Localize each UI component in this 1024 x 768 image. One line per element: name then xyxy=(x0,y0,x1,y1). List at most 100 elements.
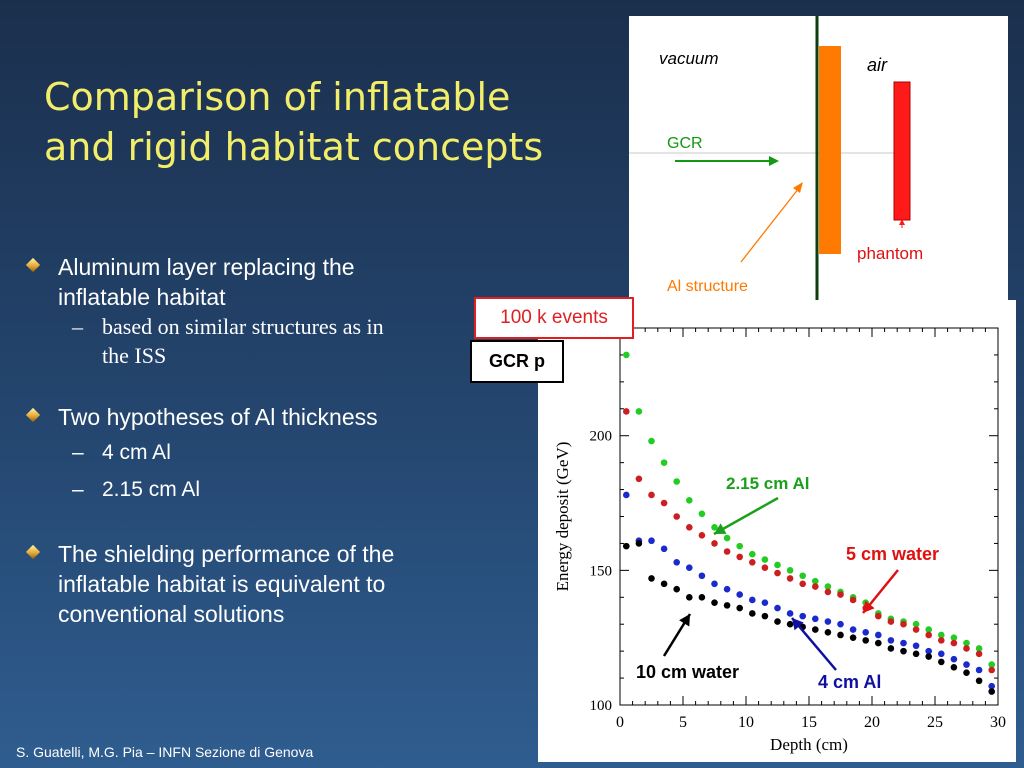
data-point xyxy=(623,351,630,359)
bullet-text: Two hypotheses of Al thickness xyxy=(58,404,378,430)
slide-title: Comparison of inflatable and rigid habit… xyxy=(44,72,624,172)
data-point xyxy=(938,637,945,644)
data-point xyxy=(723,534,731,542)
bullet-text: inflatable habitat is equivalent to xyxy=(58,571,386,597)
data-point xyxy=(698,532,706,539)
sub-bullet-text: 2.15 cm Al xyxy=(102,478,201,501)
data-point xyxy=(837,631,844,639)
data-point xyxy=(824,588,832,596)
data-point xyxy=(938,631,945,639)
bullet-diamond-icon xyxy=(25,544,41,560)
data-point xyxy=(824,618,832,625)
y-tick-label: 100 xyxy=(590,698,613,714)
data-point xyxy=(761,599,769,606)
data-point xyxy=(623,542,630,550)
data-point xyxy=(711,580,718,588)
data-point xyxy=(774,569,781,577)
al-structure-pointer xyxy=(740,187,800,263)
data-point xyxy=(749,596,756,604)
data-point xyxy=(988,666,995,674)
sub-bullet-4cm: – 4 cm Al xyxy=(26,438,486,468)
data-point xyxy=(975,677,983,685)
phantom-label: phantom xyxy=(857,244,924,263)
data-point xyxy=(736,604,743,612)
annotation-arrow-head xyxy=(679,614,690,627)
data-point xyxy=(774,618,781,625)
energy-deposit-chart: 0 5 10 15 20 25 30 100 150 200 Depth (cm) Energy de… xyxy=(538,300,1016,762)
data-point xyxy=(761,612,769,620)
sub-bullet-iss: – based on similar structures as in the … xyxy=(26,312,486,370)
al-structure-slab xyxy=(819,46,841,254)
data-point xyxy=(950,634,958,641)
vacuum-label: vacuum xyxy=(659,49,719,68)
data-point xyxy=(648,537,655,545)
data-point xyxy=(900,647,907,655)
gcr-label: GCR xyxy=(667,135,703,152)
data-point xyxy=(761,564,769,571)
data-point xyxy=(975,645,983,652)
data-point xyxy=(912,650,920,658)
data-point xyxy=(900,639,907,647)
data-point xyxy=(925,631,932,639)
data-point xyxy=(963,645,970,652)
bullet-text: Aluminum layer replacing the xyxy=(58,254,355,280)
habitat-geometry-diagram: vacuum air GCR phantom Al structure xyxy=(629,16,1008,301)
data-point xyxy=(723,585,731,593)
data-point xyxy=(799,612,806,620)
data-point xyxy=(799,580,806,588)
data-point xyxy=(673,558,680,566)
data-point xyxy=(950,664,958,671)
bullet-diamond-icon xyxy=(25,257,41,273)
data-point xyxy=(975,666,983,674)
data-point xyxy=(686,523,693,531)
data-point xyxy=(711,523,718,531)
data-point xyxy=(824,583,832,590)
data-point xyxy=(736,542,743,550)
data-point xyxy=(837,591,844,598)
data-point xyxy=(698,510,706,518)
data-point xyxy=(950,655,958,663)
data-point xyxy=(749,550,756,558)
data-point xyxy=(736,591,743,598)
data-point xyxy=(723,548,731,555)
data-point xyxy=(799,572,806,580)
data-point xyxy=(774,561,781,569)
data-point xyxy=(875,639,882,647)
annotation-arrow-head xyxy=(714,523,727,534)
al-structure-label: Al structure xyxy=(667,278,748,295)
annotation-arrow-head xyxy=(792,618,804,631)
data-point xyxy=(849,626,857,633)
data-point xyxy=(812,583,819,590)
label-10cm-water: 10 cm water xyxy=(636,662,740,682)
events-box: 100 k events xyxy=(474,297,634,339)
data-point xyxy=(837,620,844,628)
data-point xyxy=(749,610,756,617)
bullet-shielding: The shielding performance of the inflata… xyxy=(25,539,486,629)
data-point xyxy=(912,642,920,650)
data-point xyxy=(975,650,983,658)
data-point xyxy=(623,408,630,415)
particle-box: GCR p xyxy=(470,340,564,383)
data-point xyxy=(875,612,882,620)
x-tick-label: 0 xyxy=(616,714,624,731)
data-point xyxy=(660,545,668,553)
data-point xyxy=(774,604,781,612)
data-point xyxy=(950,639,958,647)
sub-bullet-text: the ISS xyxy=(102,343,167,368)
data-point xyxy=(635,408,643,415)
data-point xyxy=(660,459,668,466)
phantom-slab xyxy=(893,81,911,221)
x-tick-label: 25 xyxy=(927,714,943,731)
data-point xyxy=(673,478,680,485)
annotation-arrow xyxy=(791,617,837,671)
x-tick-label: 10 xyxy=(738,714,754,731)
data-point xyxy=(887,618,895,625)
data-point xyxy=(925,647,932,655)
data-point xyxy=(648,437,655,445)
al-structure-pointer-head xyxy=(793,182,803,193)
y-tick-label: 150 xyxy=(590,563,613,579)
data-point xyxy=(635,475,643,483)
data-point xyxy=(988,661,995,668)
bullet-list: Aluminum layer replacing the inflatable … xyxy=(25,252,486,629)
data-point xyxy=(887,637,895,644)
